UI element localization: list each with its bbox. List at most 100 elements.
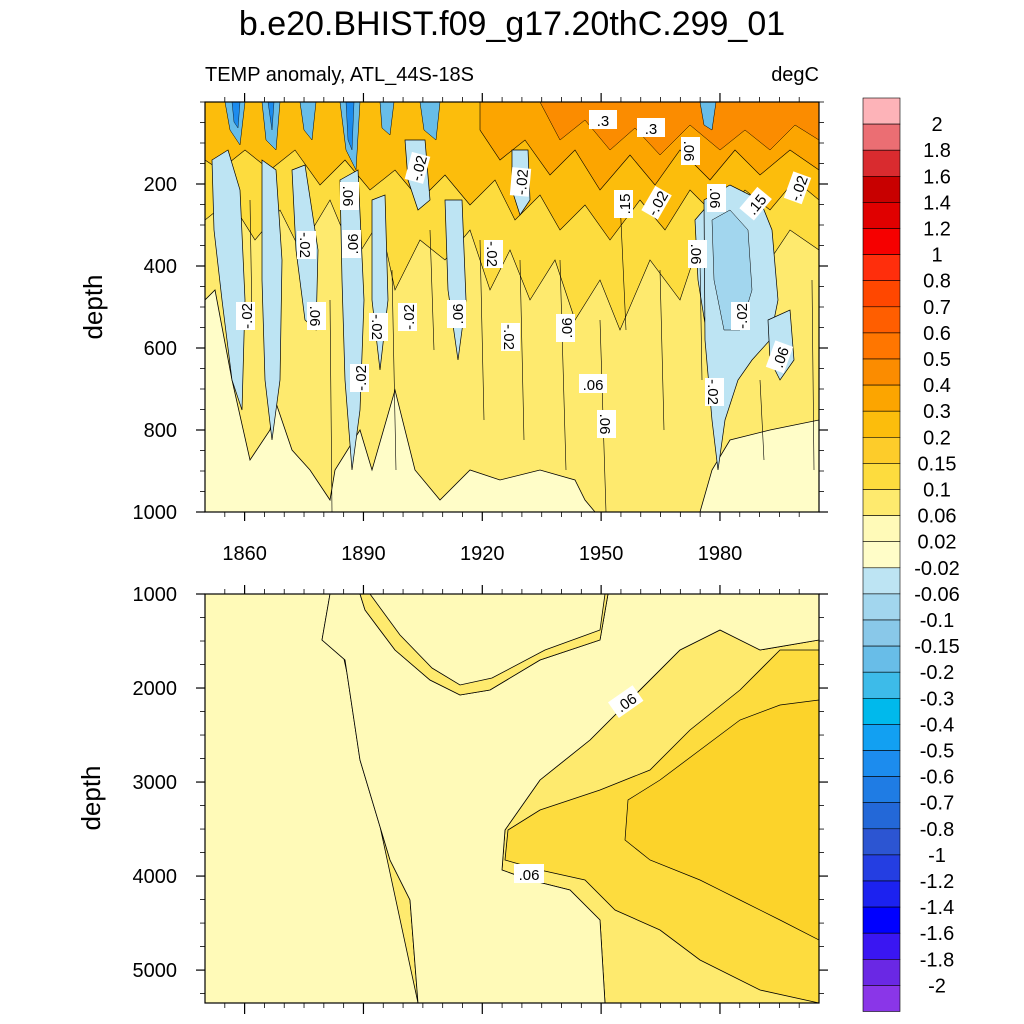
x-axis: 1860 1890 1920 1950 1980 — [222, 93, 800, 1014]
colorbar-label: 2 — [931, 114, 942, 136]
colorbar-label: 0.15 — [918, 453, 957, 475]
contour-label: -.02 — [350, 364, 370, 392]
contour-label-text: .06 — [339, 186, 356, 207]
colorbar-swatch — [862, 880, 901, 908]
upper-surface-cold-streak — [231, 102, 355, 151]
upper-cold-tongue — [211, 149, 246, 411]
upper-near-zero-region — [699, 419, 819, 512]
contour-label: .06 — [342, 230, 362, 258]
colorbar-swatch — [862, 854, 901, 882]
contour-label-bg — [589, 110, 617, 129]
upper-ytick-label: 800 — [144, 420, 177, 442]
colorbar-label: 1.6 — [923, 166, 951, 188]
contour-label-bg — [641, 185, 672, 220]
colorbar-swatch — [862, 97, 901, 125]
contour-label-text: .06 — [450, 304, 467, 325]
contour-label-text: -.02 — [401, 304, 418, 330]
contour-label-text: -.02 — [704, 379, 721, 405]
contour-label-bg — [765, 340, 794, 374]
colorbar-label: 1.2 — [923, 219, 951, 241]
contour-label-text: -.02 — [734, 303, 751, 329]
colorbar-label: -0.2 — [920, 662, 954, 684]
contour-label: .06 — [514, 864, 544, 884]
colorbar-label: -0.7 — [920, 793, 954, 815]
contour-label: .06 — [579, 374, 607, 394]
contour-label: .06 — [687, 240, 707, 268]
contour-label: .06 — [339, 182, 359, 210]
upper-ylabel: depth — [78, 274, 108, 339]
contour-label-bg — [597, 410, 616, 438]
colorbar-label: 0.7 — [923, 297, 951, 319]
contour-label-bg — [514, 864, 544, 883]
colorbar-label: -0.6 — [920, 767, 954, 789]
contour-label-text: -.02 — [239, 303, 256, 329]
colorbar-swatch — [862, 515, 901, 542]
colorbar-label: -0.4 — [920, 714, 954, 736]
colorbar-swatch — [862, 463, 901, 490]
contour-label-bg — [307, 302, 326, 330]
colorbar-swatch — [862, 436, 901, 464]
contour-label: .06 — [765, 340, 794, 374]
contour-label-bg — [707, 184, 726, 212]
contour-label-text: .06 — [706, 188, 723, 209]
contour-label-text: .06 — [583, 377, 604, 394]
contour-label-bg — [705, 378, 724, 406]
colorbar-label: -0.02 — [914, 558, 960, 580]
upper-near-zero-region — [205, 289, 596, 512]
colorbar-label: 0.06 — [918, 506, 957, 528]
contour-label-bg — [484, 240, 503, 268]
upper-field — [205, 102, 819, 512]
contour-label: -.02 — [368, 313, 388, 341]
contour-label-text: .06 — [559, 318, 576, 339]
contour-label: .3 — [637, 118, 665, 138]
lower-region-0.02 — [369, 594, 606, 686]
colorbar-swatch — [862, 828, 901, 856]
contour-label: -.02 — [398, 303, 418, 331]
colorbar-swatch — [862, 149, 901, 177]
contour-label: -.02 — [236, 302, 256, 330]
contour-label: .06 — [556, 314, 576, 342]
colorbar-label: -1.4 — [920, 897, 954, 919]
colorbar-swatch — [862, 906, 901, 934]
contour-label-bg — [614, 190, 633, 218]
lower-ytick-label: 4000 — [133, 866, 178, 888]
contour-label-text: .06 — [306, 306, 323, 327]
subtitle-left: TEMP anomaly, ATL_44S-18S — [205, 64, 474, 86]
contour-label-bg — [297, 231, 316, 259]
contour-label: -.02 — [783, 171, 812, 205]
upper-ytick-label: 200 — [144, 174, 177, 196]
contour-label-text: .15 — [617, 194, 634, 215]
contour-label-bg — [404, 151, 431, 184]
contour-label-bg — [369, 313, 388, 341]
contour-label-bg — [607, 685, 644, 718]
contour-label-text: .06 — [596, 414, 613, 435]
colorbar-label: 0.8 — [923, 271, 951, 293]
contour-label-text: -.02 — [368, 314, 385, 340]
colorbar-label: 0.4 — [923, 375, 951, 397]
contour-label: .15 — [614, 190, 634, 218]
upper-panel: .3.3.06-.02 -.02.06.15 -.02.06.15-.02-.02.… — [78, 101, 828, 524]
colorbar-label: -0.1 — [920, 610, 954, 632]
contour-label: .06 — [706, 184, 726, 212]
upper-axes: 200 400 600 800 1000 — [133, 101, 828, 524]
colorbar-swatch — [862, 176, 901, 203]
lower-axes: 1000 2000 3000 4000 5000 — [133, 584, 828, 994]
contour-label-bg — [236, 302, 255, 330]
colorbar-swatch — [862, 384, 901, 412]
colorbar-swatch — [862, 985, 901, 1012]
contour-label: .06 — [596, 410, 616, 438]
contour-label: .3 — [589, 110, 617, 130]
colorbar-swatch — [862, 671, 901, 699]
contour-label-text: -.02 — [408, 154, 431, 183]
colorbar-swatch — [862, 593, 901, 621]
upper-ytick-label: 400 — [144, 256, 177, 278]
lower-ytick-label: 3000 — [133, 772, 178, 794]
colorbar-swatch — [862, 541, 901, 569]
contour-label-text: -.02 — [296, 232, 313, 258]
colorbar-swatch — [862, 958, 901, 986]
contour-label-text: .06 — [687, 244, 704, 265]
colorbar-label: -0.06 — [914, 584, 960, 606]
contour-label-bg — [501, 323, 520, 351]
colorbar-label: 1 — [931, 245, 942, 267]
colorbar-swatch — [862, 750, 901, 777]
